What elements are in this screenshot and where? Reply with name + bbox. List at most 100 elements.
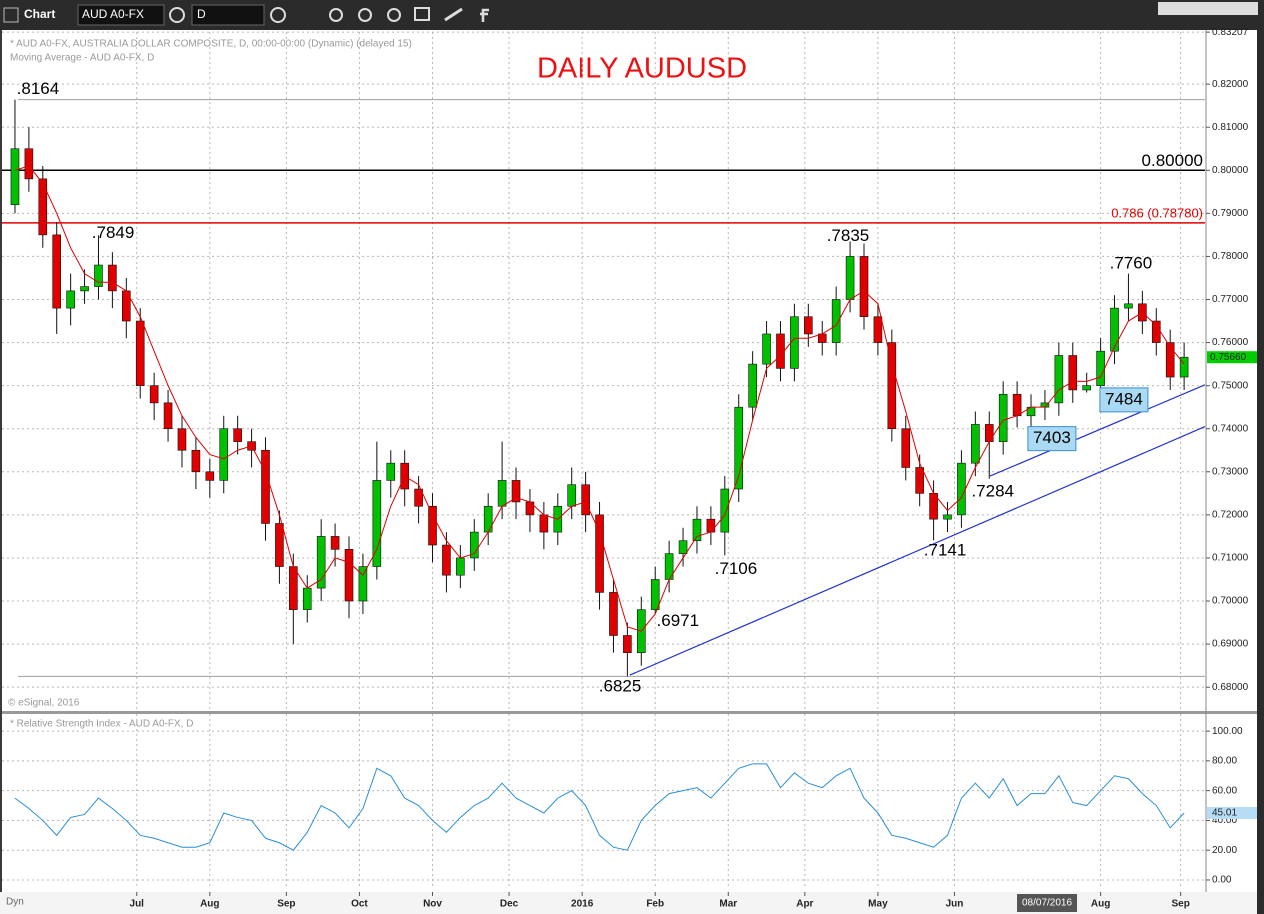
x-axis-band — [0, 892, 1257, 914]
candle-body — [344, 549, 354, 602]
candle-body — [1054, 355, 1064, 404]
comment-button[interactable] — [414, 7, 430, 21]
candle-body — [428, 505, 437, 546]
twitter-button[interactable] — [444, 7, 463, 22]
y-tick-label: 0.81000 — [1212, 122, 1249, 133]
candle-body — [1110, 307, 1119, 352]
candle-body — [80, 286, 89, 292]
candle-body — [1165, 342, 1175, 378]
annotation: .6971 — [657, 611, 700, 630]
candle-body — [678, 540, 688, 554]
candle-body — [511, 480, 521, 503]
last-price-label: 0.75660 — [1210, 352, 1247, 363]
y-tick-label: 80.00 — [1212, 756, 1237, 767]
candle-body — [567, 484, 577, 507]
chart-title: DAILY AUDUSD — [537, 53, 747, 85]
toolbar — [0, 0, 1264, 30]
refresh-button[interactable] — [329, 8, 343, 22]
x-tick-label: Jul — [130, 899, 145, 910]
candle-body — [623, 635, 632, 654]
candle-body — [316, 536, 326, 589]
annotation: .7141 — [924, 541, 967, 560]
candle-body — [873, 316, 883, 343]
candle-body — [720, 488, 730, 533]
y-tick-label: 0.68000 — [1212, 682, 1249, 693]
x-tick-label: Sep — [277, 899, 295, 910]
candle-body — [52, 234, 62, 309]
candle-body — [386, 462, 396, 481]
interval-input[interactable] — [191, 4, 265, 26]
settings-button[interactable] — [169, 7, 185, 23]
time-button[interactable] — [270, 7, 286, 23]
y-tick-label: 60.00 — [1212, 785, 1237, 796]
crosshair-date: 08/07/2016 — [1022, 898, 1072, 909]
candle-body — [1151, 320, 1161, 343]
chart-icon — [3, 7, 19, 23]
candle-body — [289, 566, 298, 610]
window-buttons[interactable] — [1158, 2, 1258, 15]
y-tick-label: 0.72000 — [1212, 510, 1249, 521]
ma-header: Moving Average - AUD A0-FX, D — [10, 53, 154, 64]
symbol-input[interactable] — [77, 4, 165, 26]
y-tick-label: 0.79000 — [1212, 208, 1249, 219]
x-tick-label: 2016 — [571, 899, 594, 910]
candle-body — [845, 256, 855, 300]
candle-body — [177, 428, 187, 451]
play-button[interactable] — [358, 8, 372, 22]
last-rsi-marker — [1207, 806, 1257, 819]
annotation: .7284 — [971, 482, 1014, 501]
candle-body — [483, 505, 493, 533]
annotation: .7106 — [715, 559, 758, 578]
trendline — [629, 426, 1206, 676]
toolbar-title: Chart — [24, 7, 55, 21]
panel-separator — [2, 711, 1257, 714]
candle-body — [984, 424, 994, 442]
x-tick-label: Sep — [1171, 899, 1189, 910]
y-tick-label: 0.00 — [1212, 875, 1232, 886]
x-tick-label: Oct — [351, 899, 368, 910]
x-tick-label: Mar — [719, 899, 737, 910]
annotation: .8164 — [17, 79, 60, 98]
price-header: * AUD A0-FX, AUSTRALIA DOLLAR COMPOSITE,… — [10, 39, 412, 50]
candle-body — [1012, 393, 1022, 417]
y-tick-label: 0.83207 — [1212, 27, 1249, 38]
label-box — [1099, 387, 1149, 413]
candle-body — [915, 467, 924, 494]
candle-body — [998, 393, 1008, 442]
y-tick-label: 0.74000 — [1212, 423, 1249, 434]
facebook-button[interactable] — [480, 8, 489, 22]
candle-body — [790, 316, 799, 369]
level-label: 0.786 (0.78780) — [1111, 205, 1203, 220]
candle-body — [358, 566, 368, 602]
last-rsi-label: 45.01 — [1212, 808, 1237, 819]
y-tick-label: 40.00 — [1212, 815, 1237, 826]
candle-body — [1082, 385, 1091, 391]
rsi-header: * Relative Strength Index - AUD A0-FX, D — [10, 719, 193, 730]
candle-body — [1068, 355, 1078, 391]
interval-text: D — [197, 7, 206, 21]
candle-body — [330, 536, 340, 550]
rsi-line — [14, 763, 1185, 851]
x-tick-label: Dec — [500, 899, 519, 910]
candle-body — [302, 587, 312, 610]
candle-body — [804, 316, 813, 335]
replay-button[interactable] — [387, 8, 401, 22]
y-tick-label: 0.76000 — [1212, 337, 1249, 348]
candle-body — [748, 363, 757, 408]
candle-body — [219, 428, 229, 481]
trendline — [989, 384, 1206, 477]
candle-body — [261, 449, 270, 524]
candle-body — [469, 531, 479, 559]
label-box — [1027, 426, 1077, 452]
candle-body — [414, 488, 423, 507]
box-label: 7484 — [1105, 389, 1143, 408]
candle-body — [1096, 350, 1105, 386]
candle-body — [66, 290, 75, 309]
copyright: © eSignal, 2016 — [8, 698, 80, 709]
crosshair-date-box — [1017, 894, 1078, 912]
candle-body — [497, 480, 507, 507]
y-tick-label: 20.00 — [1212, 845, 1237, 856]
x-tick-label: Jun — [946, 899, 964, 910]
candle-body — [149, 385, 159, 404]
candle-body — [776, 333, 785, 369]
